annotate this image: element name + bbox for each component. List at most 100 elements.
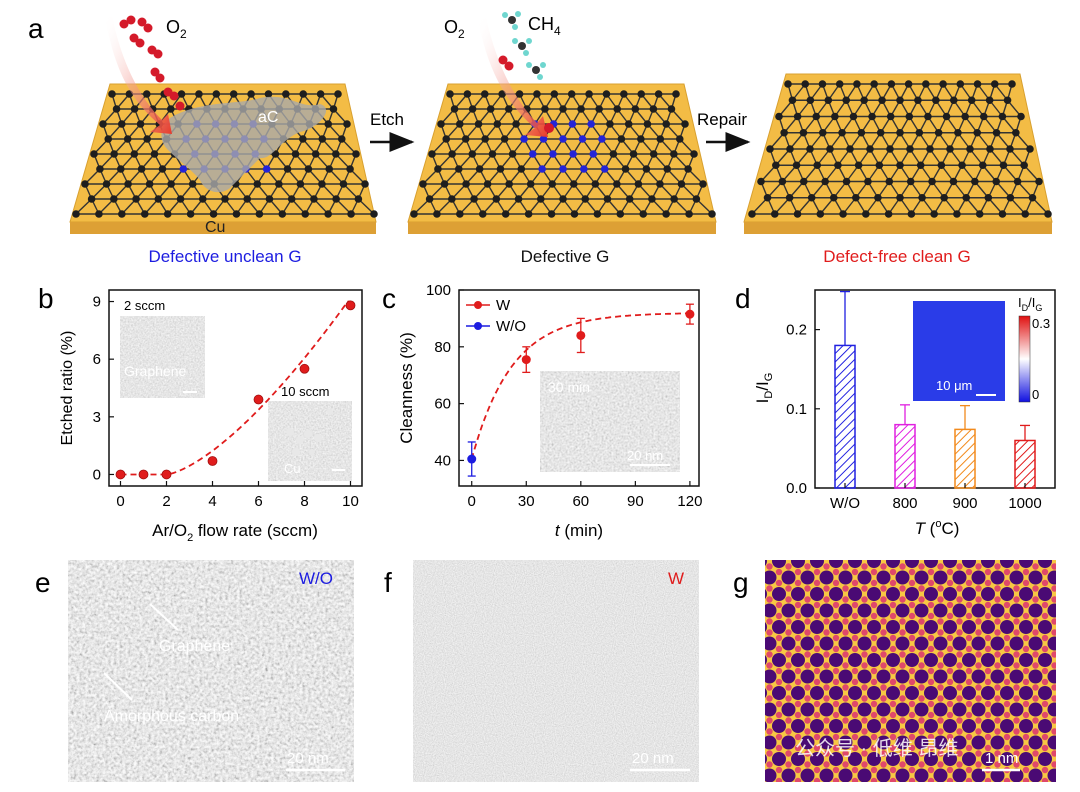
carbon-atom [278,210,287,218]
y-tick-label: 80 [434,339,451,356]
carbon-atom [343,120,351,128]
carbon-atom [145,180,154,188]
inset-d-map [913,301,1005,401]
carbon-atom [463,90,472,98]
carbon-atom [942,112,951,121]
inset-b1-label: 2 sccm [124,298,165,313]
carbon-atom [613,105,622,113]
carbon-atom [567,90,576,98]
carbon-atom [318,135,327,143]
carbon-atom [1012,128,1020,137]
carbon-atom [440,180,449,188]
carbon-atom [589,150,598,158]
carbon-atom [831,112,839,121]
carbon-atom [498,90,506,98]
carbon-atom [930,210,938,218]
carbon-atom [966,145,974,153]
y-tick-label: 0.2 [786,322,807,339]
carbon-atom [512,120,520,128]
plot-c-legend: W W/O [466,297,526,335]
carbon-atom [778,177,787,186]
carbon-atom [559,165,567,173]
carbon-atom [136,120,145,128]
carbon-atom [857,128,866,137]
carbon-atom [410,210,418,218]
x-tick-label: 90 [627,493,644,510]
y-tick-label: 6 [93,351,101,368]
carbon-atom [799,177,808,186]
panel-a-label: a [28,13,44,44]
x-tick-label: 0 [116,493,124,510]
carbon-atom [826,145,834,153]
carbon-atom [334,90,342,98]
carbon-atom [541,105,549,113]
data-point [138,469,149,480]
carbon-atom [973,128,982,137]
carbon-atom [961,112,969,121]
carbon-atom [1013,177,1022,186]
carbon-atom [708,210,716,218]
carbon-atom [1028,193,1037,202]
carbon-atom [474,120,483,128]
carbon-atom [198,195,207,203]
carbon-atom [670,195,678,203]
carbon-atom [347,210,355,218]
x-tick-label: 60 [572,493,589,510]
inset-d-scale: 10 μm [936,378,972,393]
carbon-atom [681,120,689,128]
carbon-atom [500,135,509,143]
carbon-atom [310,195,318,203]
carbon-atom [775,112,783,121]
carbon-atom [515,90,524,98]
carbon-atom [493,120,502,128]
carbon-atom [247,90,255,98]
carbon-atom [979,112,988,121]
carbon-atom [514,195,523,203]
plot-c-frame [458,289,700,487]
carbon-atom [624,120,633,128]
carbon-atom [896,96,904,105]
inset-b1-text: Graphene [124,363,186,379]
ac-label: aC [258,109,278,126]
carbon-atom [448,195,456,203]
carbon-atom [949,96,958,105]
carbon-atom [108,90,116,98]
carbon-atom [96,165,104,173]
carbon-atom [924,112,932,121]
carbon-atom [456,210,464,218]
carbon-atom [90,150,98,158]
y-tick-label: 60 [434,396,451,413]
carbon-atom [852,193,860,202]
cu-label: Cu [205,219,225,236]
carbon-atom [154,195,163,203]
carbon-atom [361,180,369,188]
data-point-w [576,330,586,340]
carbon-atom [1044,210,1052,218]
cu-substrate-3-edge [744,222,1052,234]
carbon-atom [915,128,924,137]
data-point [345,300,356,311]
carbon-atom [478,210,487,218]
carbon-atom [188,180,197,188]
bar-1000 [1014,439,1036,489]
carbon-atom [434,165,442,173]
bar-800 [894,423,916,489]
carbon-atom [578,135,587,143]
carbon-atom [283,165,292,173]
carbon-atom [906,177,915,186]
carbon-atom [839,210,847,218]
carbon-atom [229,90,238,98]
carbon-atom [158,165,167,173]
carbon-atom [643,120,652,128]
carbon-atom [613,180,621,188]
carbon-atom [264,90,273,98]
carbon-atom [884,210,893,218]
panel-g: g 1 nm 公众号 · 低维 昂维 [733,560,1056,782]
carbon-atom [904,80,913,88]
carbon-atom [1006,193,1015,202]
y-tick-label: 0.1 [786,401,807,418]
carbon-atom [176,195,185,203]
carbon-atom [874,193,882,202]
carbon-atom [475,165,484,173]
plot-d-frame [814,289,1056,489]
